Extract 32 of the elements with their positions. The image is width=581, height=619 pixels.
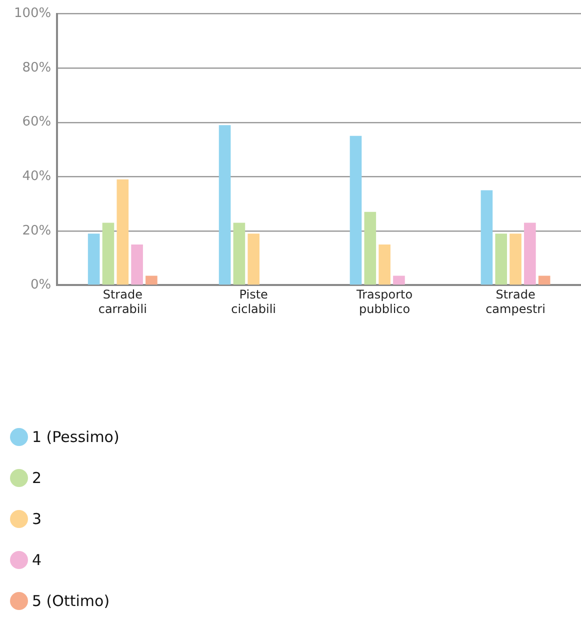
y-tick-label: 60%: [22, 114, 52, 130]
bar: [510, 234, 522, 285]
bar: [538, 276, 550, 285]
y-tick-label: 0%: [30, 278, 52, 293]
x-tick-label: Trasporto pubblico: [356, 288, 413, 316]
y-tick-label: 100%: [14, 6, 52, 22]
bar: [218, 125, 231, 285]
bar: [248, 234, 260, 285]
x-tick-label: Strade campestri: [486, 288, 546, 316]
bar: [524, 222, 536, 285]
bar: [146, 276, 158, 285]
legend-label: 1 (Pessimo): [32, 428, 120, 446]
legend-label: 4: [32, 550, 42, 568]
bar: [102, 222, 114, 285]
bar: [364, 212, 376, 285]
y-tick-label: 20%: [22, 223, 52, 238]
legend-label: 3: [32, 510, 42, 528]
bar: [480, 190, 493, 285]
bar: [495, 234, 508, 285]
legend-label: 5 (Ottimo): [32, 592, 110, 610]
legend-label: 2: [32, 468, 42, 486]
bar: [233, 222, 246, 285]
bar: [116, 179, 129, 285]
bar: [350, 136, 362, 285]
bar: [131, 244, 143, 285]
bar: [378, 244, 390, 285]
y-tick-label: 40%: [22, 169, 52, 184]
x-tick-label: Piste ciclabili: [231, 288, 276, 316]
bar: [88, 234, 100, 285]
x-tick-label: Strade carrabili: [98, 288, 147, 316]
y-tick-label: 80%: [22, 60, 52, 76]
bar: [393, 276, 405, 285]
